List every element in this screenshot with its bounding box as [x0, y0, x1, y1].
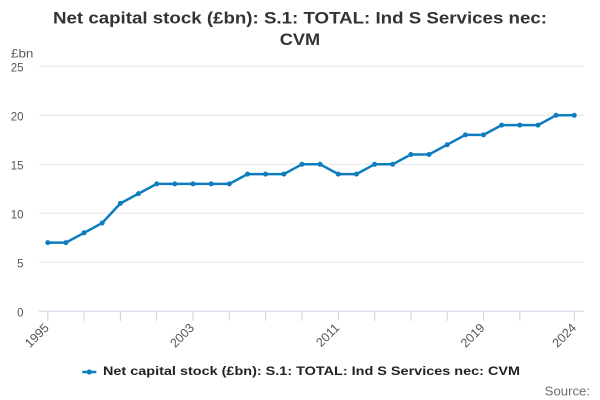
svg-text:Net capital stock (£bn): S.1:: Net capital stock (£bn): S.1: TOTAL: Ind…	[53, 9, 547, 28]
svg-text:25: 25	[11, 63, 24, 75]
svg-text:2024: 2024	[550, 321, 580, 351]
svg-text:2011: 2011	[313, 321, 342, 350]
svg-text:Net capital stock (£bn): S.1:: Net capital stock (£bn): S.1: TOTAL: Ind…	[103, 364, 520, 378]
svg-text:2019: 2019	[458, 321, 488, 351]
svg-text:1995: 1995	[22, 321, 52, 351]
svg-text:15: 15	[11, 161, 24, 173]
svg-text:2003: 2003	[167, 321, 197, 351]
svg-text:Source:: Source:	[545, 385, 590, 399]
svg-text:£bn: £bn	[11, 47, 33, 61]
svg-text:20: 20	[11, 112, 24, 124]
svg-text:CVM: CVM	[280, 30, 320, 49]
svg-text:5: 5	[17, 259, 23, 271]
svg-text:10: 10	[11, 210, 24, 222]
svg-text:0: 0	[17, 308, 23, 320]
